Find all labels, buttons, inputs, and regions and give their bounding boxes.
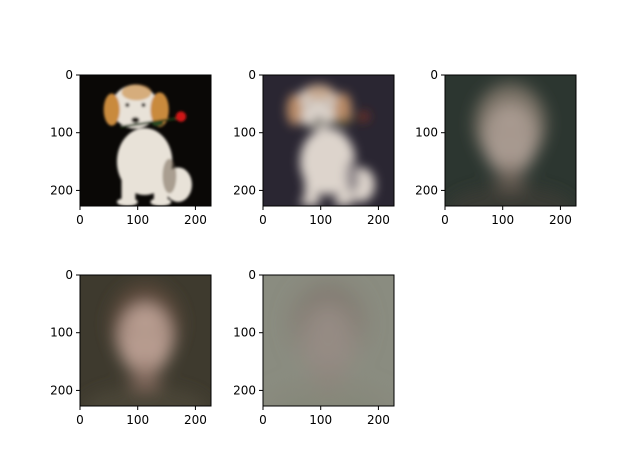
image-content (80, 75, 211, 206)
face (483, 103, 537, 176)
y-tick-label: 0 (65, 268, 73, 282)
axes-frame (79, 274, 212, 407)
y-tick-label: 200 (50, 383, 73, 397)
x-tick-label: 0 (441, 213, 449, 227)
x-tick-label: 200 (549, 213, 572, 227)
x-tick-label: 100 (491, 213, 514, 227)
image-content (263, 75, 394, 206)
axes-frame (262, 74, 395, 207)
y-tick-label: 200 (233, 183, 256, 197)
x-tick-label: 200 (367, 413, 390, 427)
y-tick-label: 100 (50, 126, 73, 140)
image-panel-3: 0 100 200 0 100 200 (415, 68, 577, 227)
image-panel-4: 0 100 200 0 100 200 (50, 268, 212, 427)
face (301, 303, 355, 376)
y-tick-label: 200 (233, 383, 256, 397)
y-tick-label: 100 (233, 126, 256, 140)
x-tick-label: 100 (126, 213, 149, 227)
x-tick-label: 0 (76, 413, 84, 427)
image-content (80, 275, 211, 406)
image-content (445, 75, 576, 206)
y-tick-label: 200 (415, 183, 438, 197)
image-panel-5: 0 100 200 0 100 200 (233, 268, 395, 427)
x-tick-label: 200 (184, 213, 207, 227)
image-panel-1: 0 100 200 0 100 200 (50, 68, 212, 227)
y-tick-label: 200 (50, 183, 73, 197)
rose (175, 111, 187, 122)
x-tick-label: 100 (126, 413, 149, 427)
axes-frame (262, 274, 395, 407)
image-panel-2: 0 100 200 0 100 200 (233, 68, 395, 227)
axes-frame (444, 74, 577, 207)
face (118, 303, 172, 376)
y-tick-label: 100 (415, 126, 438, 140)
rose (358, 111, 370, 122)
y-tick-label: 0 (430, 68, 438, 82)
y-tick-label: 0 (248, 68, 256, 82)
x-tick-label: 200 (367, 213, 390, 227)
x-tick-label: 200 (184, 413, 207, 427)
axes-frame (79, 74, 212, 207)
x-tick-label: 0 (76, 213, 84, 227)
x-tick-label: 100 (309, 213, 332, 227)
y-tick-label: 0 (65, 68, 73, 82)
x-tick-label: 100 (309, 413, 332, 427)
image-content (263, 275, 394, 406)
x-tick-label: 0 (259, 413, 267, 427)
y-tick-label: 0 (248, 268, 256, 282)
y-tick-label: 100 (50, 326, 73, 340)
x-tick-label: 0 (259, 213, 267, 227)
y-tick-label: 100 (233, 326, 256, 340)
